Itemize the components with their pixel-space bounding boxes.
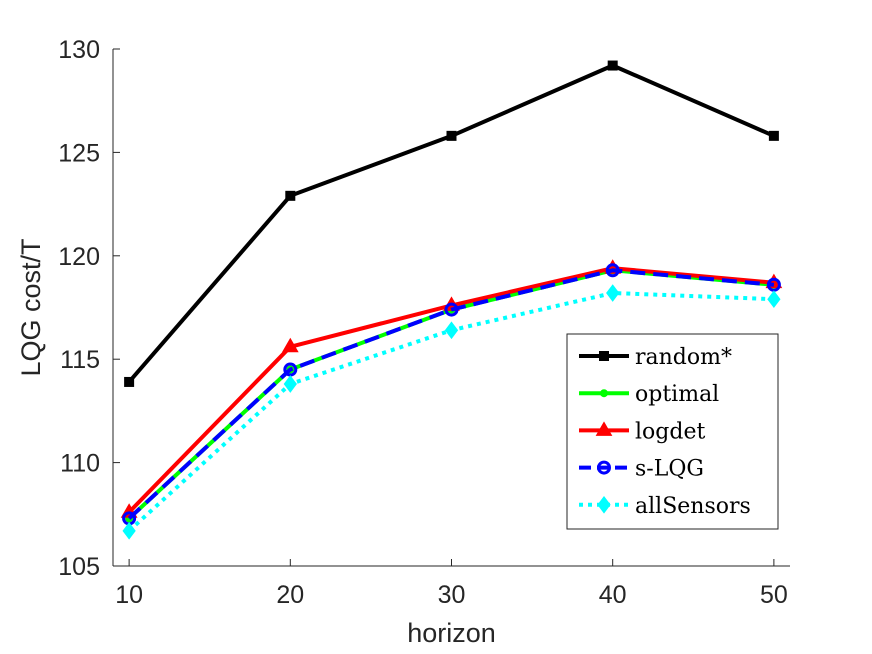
legend-label: optimal	[635, 382, 719, 407]
legend-label: s-LQG	[635, 457, 704, 482]
y-tick-label: 115	[60, 346, 100, 374]
data-point	[281, 337, 299, 353]
y-tick-label: 105	[58, 553, 100, 581]
y-tick-label: 130	[58, 36, 100, 64]
data-point	[444, 321, 459, 340]
data-point	[446, 130, 457, 141]
legend-label: allSensors	[635, 494, 751, 519]
legend: random* optimal logdet s-LQG allSensors	[566, 333, 779, 530]
x-tick-label: 10	[115, 581, 143, 609]
y-axis-title: LQG cost/T	[16, 238, 46, 376]
x-tick-label: 20	[276, 581, 304, 609]
y-tick-label: 110	[60, 450, 100, 478]
data-point	[606, 284, 620, 302]
data-point	[766, 277, 781, 292]
legend-item: logdet	[579, 419, 705, 444]
y-tick-label: 125	[58, 139, 100, 167]
x-tick-label: 50	[760, 581, 788, 609]
data-point	[444, 302, 459, 317]
x-axis-title: horizon	[407, 618, 496, 648]
series-line	[127, 268, 775, 520]
legend-item: random*	[579, 345, 732, 370]
legend-marker	[600, 389, 608, 398]
legend-item: allSensors	[579, 494, 751, 519]
data-point	[285, 190, 296, 201]
axes: 10 20 30 40 50 105 110 115 120 125 130	[58, 36, 790, 609]
legend-marker	[597, 460, 611, 475]
legend-item: optimal	[579, 382, 719, 407]
x-tick-label: 30	[438, 581, 466, 609]
legend-label: random*	[635, 345, 732, 370]
legend-item: s-LQG	[579, 457, 704, 482]
series-s-lqg	[122, 263, 781, 526]
data-point	[124, 376, 135, 387]
y-tick-label: 120	[58, 243, 100, 271]
series-random	[124, 60, 779, 387]
x-tick-label: 40	[599, 581, 627, 609]
data-point	[607, 60, 618, 71]
data-point	[768, 130, 779, 141]
data-point	[605, 263, 620, 278]
legend-marker	[599, 351, 609, 361]
data-point	[283, 375, 297, 393]
legend-label: logdet	[635, 419, 705, 444]
legend-marker	[597, 495, 611, 514]
series-layer	[120, 60, 783, 540]
data-point	[283, 362, 298, 377]
data-point	[122, 522, 136, 540]
series-allsensors	[122, 284, 781, 540]
legend-marker	[595, 421, 613, 436]
data-point	[767, 290, 781, 309]
